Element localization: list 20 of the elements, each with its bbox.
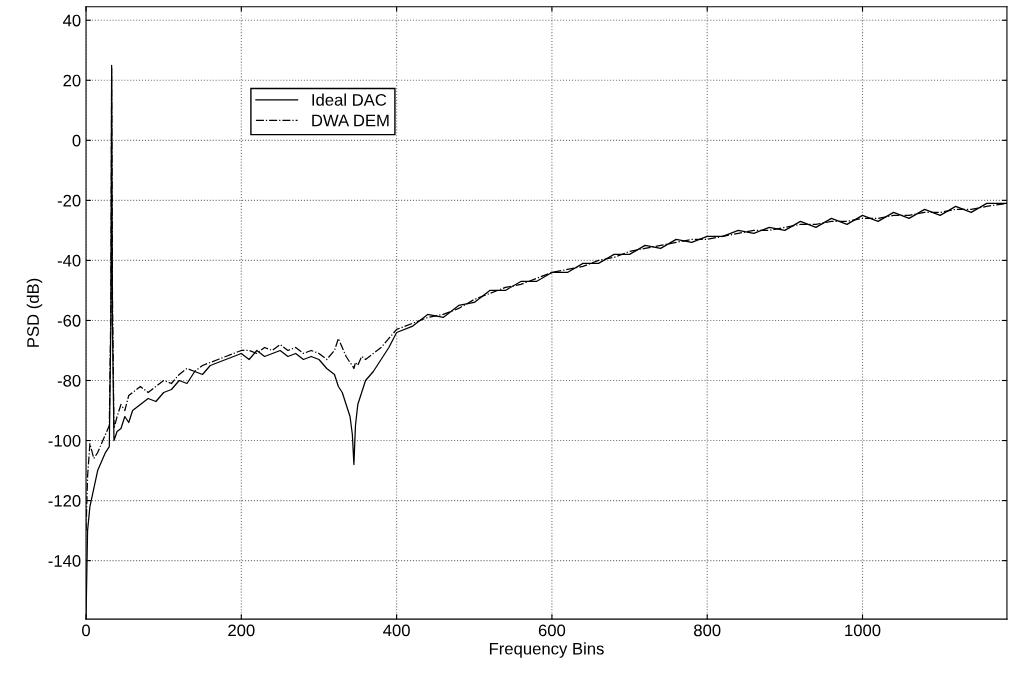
x-tick-label: 200 (228, 624, 255, 637)
y-tick-label: -120 (48, 494, 81, 507)
y-tick-label: -40 (57, 254, 81, 267)
y-tick-label: -80 (57, 374, 81, 387)
x-tick-label: 400 (383, 624, 410, 637)
y-tick-label: -100 (48, 434, 81, 447)
x-tick-label: 800 (694, 624, 721, 637)
y-tick-label: -60 (57, 314, 81, 327)
y-axis-title: PSD (dB) (26, 278, 43, 347)
x-tick-label: 1000 (845, 624, 881, 637)
y-tick-label: -140 (48, 555, 81, 567)
x-tick-label: 0 (82, 624, 90, 637)
legend-label: Ideal DAC (312, 93, 387, 106)
y-tick-label: -20 (57, 194, 81, 207)
x-tick-label: 600 (538, 624, 566, 637)
y-tick-label: 40 (63, 14, 81, 27)
x-axis-title: Frequency Bins (489, 642, 604, 658)
legend-label: DWA DEM (312, 114, 389, 127)
y-tick-label: 20 (63, 74, 81, 87)
y-tick-label: 0 (72, 134, 81, 147)
